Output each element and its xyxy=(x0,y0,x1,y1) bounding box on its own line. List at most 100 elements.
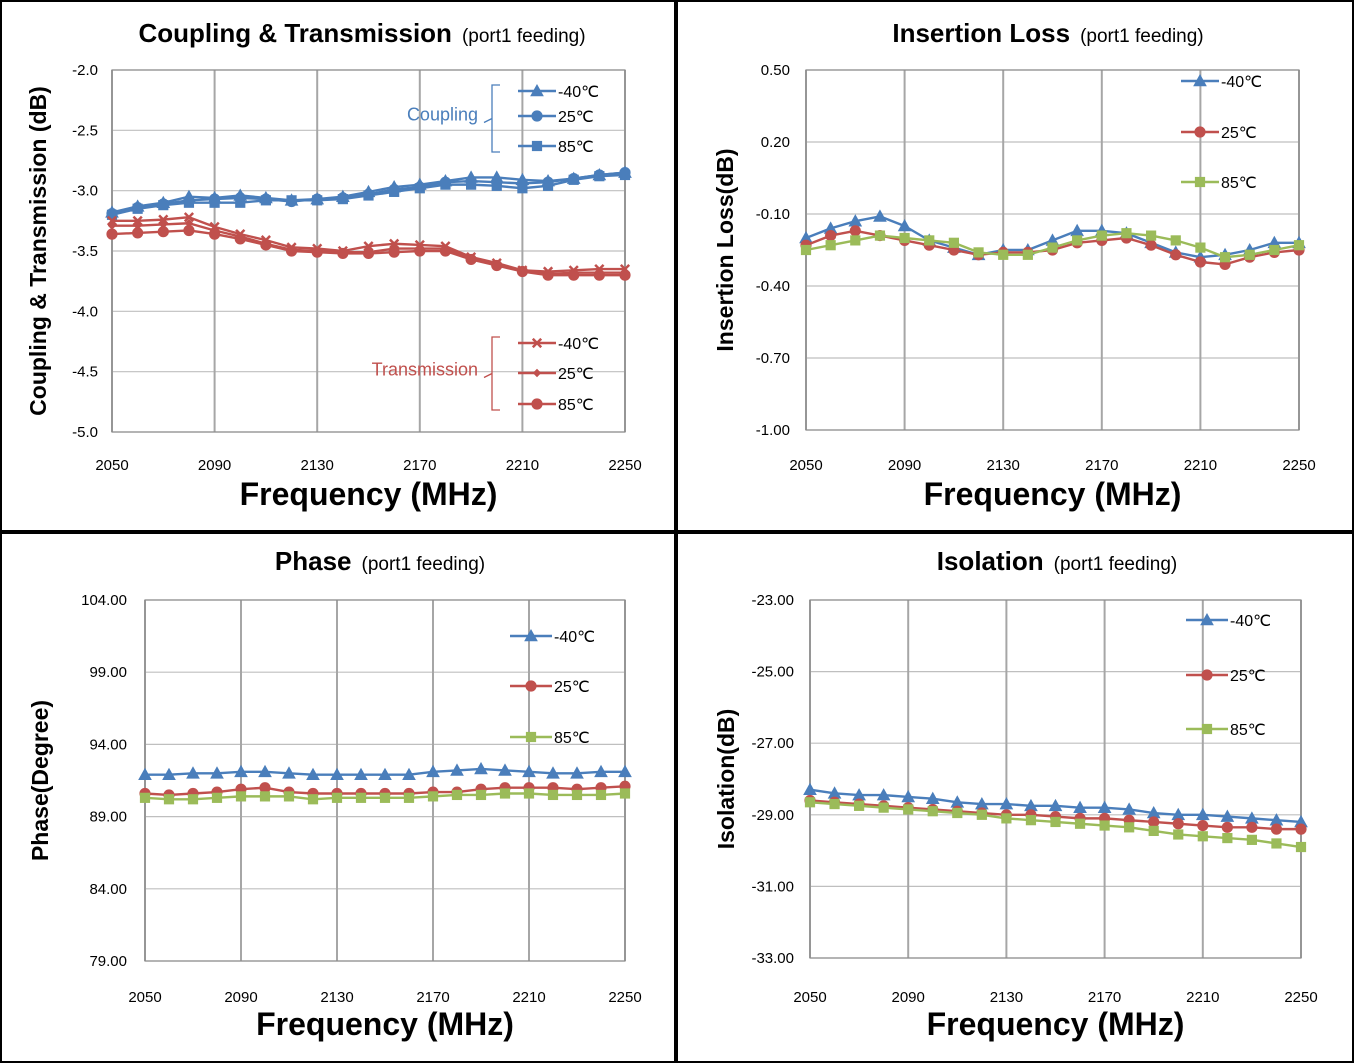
y-tick-label: -5.0 xyxy=(72,424,98,441)
data-point xyxy=(388,246,400,258)
data-point xyxy=(474,761,488,775)
data-point xyxy=(568,269,580,281)
legend-group-brace xyxy=(483,336,500,411)
data-point xyxy=(1220,809,1235,822)
series-2 xyxy=(800,228,1305,263)
data-point xyxy=(209,228,221,240)
data-point xyxy=(183,212,195,223)
x-tick-label: 2090 xyxy=(888,457,921,474)
data-point xyxy=(389,238,400,249)
legend-marker xyxy=(531,110,543,122)
data-point xyxy=(1048,798,1063,812)
chart-panel-0: -2.0 -2.5 -3.0 -3.5 -4.0 -4.5 -5.0 2050 2090 2130… xyxy=(0,0,676,532)
chart-subtitle: (port1 feeding) xyxy=(1080,26,1204,47)
chart-title: Insertion Loss (port1 feeding) xyxy=(892,18,1203,48)
legend-marker xyxy=(530,83,544,97)
legend-marker xyxy=(531,337,543,349)
data-point xyxy=(107,221,117,230)
legend-marker xyxy=(1201,723,1213,735)
legend-marker xyxy=(525,731,537,743)
data-point xyxy=(491,259,503,272)
data-point xyxy=(162,767,176,781)
plot-area-border xyxy=(111,69,626,433)
data-point xyxy=(1146,230,1157,241)
data-point xyxy=(1197,831,1208,842)
x-tick-label: 2170 xyxy=(1085,457,1118,474)
legend-marker xyxy=(532,368,542,378)
x-tick-label: 2050 xyxy=(793,989,826,1006)
legend-entry: 85℃ xyxy=(558,139,594,156)
data-point xyxy=(1244,249,1255,260)
data-point xyxy=(1145,239,1157,251)
data-point xyxy=(619,269,631,281)
legend: -40℃ 25℃ 85℃ xyxy=(1181,73,1262,192)
legend-entry: 25℃ xyxy=(558,109,594,126)
y-tick-label: 94.00 xyxy=(89,736,127,753)
legend-marker xyxy=(1201,669,1213,681)
legend-entry: 25℃ xyxy=(554,679,590,696)
data-point xyxy=(1172,818,1184,830)
series-2 xyxy=(804,797,1307,853)
series-5 xyxy=(106,224,631,281)
x-axis-label: Frequency (MHz) xyxy=(256,1006,514,1042)
y-tick-label: 0.20 xyxy=(761,134,790,151)
data-point xyxy=(1073,800,1087,813)
data-point xyxy=(465,253,477,266)
data-point xyxy=(1293,240,1305,251)
chart-title: Phase (port1 feeding) xyxy=(275,546,485,576)
data-point xyxy=(1074,818,1086,829)
data-point xyxy=(306,767,320,781)
data-point xyxy=(1222,832,1233,844)
x-tick-label: 2170 xyxy=(1088,989,1121,1006)
x-tick-label: 2050 xyxy=(789,457,822,474)
y-axis-label: Phase(Degree) xyxy=(27,700,53,861)
x-tick-label: 2130 xyxy=(320,989,353,1006)
y-tick-label: -3.5 xyxy=(72,243,98,260)
data-point xyxy=(183,197,195,208)
data-point xyxy=(594,171,605,182)
data-point xyxy=(234,764,248,778)
x-tick-label: 2130 xyxy=(301,457,334,474)
y-tick-label: 84.00 xyxy=(89,881,127,898)
legend-marker xyxy=(531,140,543,152)
legend-entry: -40℃ xyxy=(1230,613,1271,630)
data-point xyxy=(163,794,175,805)
data-point xyxy=(158,200,169,211)
y-tick-label: -2.0 xyxy=(72,62,98,79)
chart-subtitle: (port1 feeding) xyxy=(462,26,586,47)
data-point xyxy=(1025,815,1037,826)
data-point xyxy=(499,788,511,799)
data-point xyxy=(547,789,559,801)
legend-entry: 25℃ xyxy=(1230,668,1266,685)
legend-group-brace xyxy=(483,84,500,153)
data-point xyxy=(235,791,247,802)
data-point xyxy=(1022,249,1033,260)
data-point xyxy=(1121,228,1132,239)
data-point xyxy=(594,764,608,778)
legend-entry: 85℃ xyxy=(554,730,590,747)
data-point xyxy=(618,764,632,778)
data-point xyxy=(523,788,535,799)
legend-entry: 85℃ xyxy=(1221,175,1257,192)
data-point xyxy=(337,247,349,260)
data-point xyxy=(1050,816,1061,828)
data-point xyxy=(362,247,375,260)
data-point xyxy=(157,226,169,238)
legend-entry: 25℃ xyxy=(558,366,594,383)
data-point xyxy=(546,766,560,779)
chart-subtitle: (port1 feeding) xyxy=(1054,554,1178,575)
data-point xyxy=(235,197,246,208)
data-point xyxy=(976,809,987,820)
data-point xyxy=(1072,235,1083,246)
data-point xyxy=(595,789,607,801)
legend-marker xyxy=(525,680,537,692)
legend: -40℃ 25℃ 85℃ -40℃ 25℃ 85℃ xyxy=(518,83,599,414)
data-point xyxy=(927,806,938,817)
y-tick-label: 79.00 xyxy=(89,953,127,970)
data-point xyxy=(876,788,891,801)
data-point xyxy=(1269,244,1280,256)
chart-panel-2: 104.00 99.00 94.00 89.00 84.00 79.00 2050 2090 2… xyxy=(0,532,676,1063)
data-point xyxy=(803,782,817,796)
data-point xyxy=(132,203,143,214)
plot-area-border xyxy=(144,599,626,962)
